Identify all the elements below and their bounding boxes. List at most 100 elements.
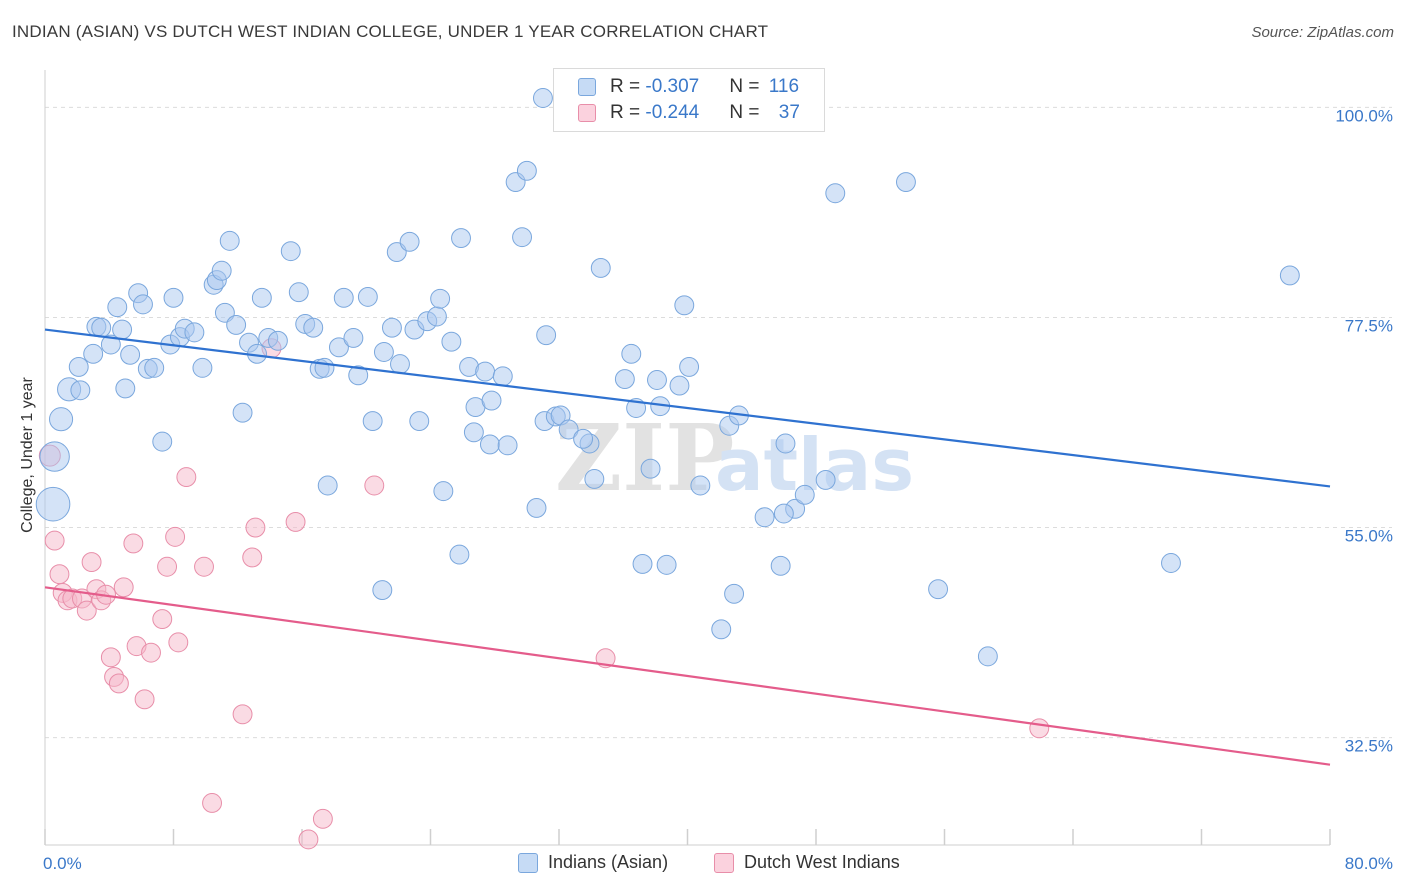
data-point: [232, 402, 253, 423]
data-point: [430, 288, 451, 309]
data-point: [303, 317, 324, 338]
data-point: [794, 484, 815, 505]
data-point: [163, 287, 184, 308]
data-point: [328, 337, 349, 358]
data-point: [115, 378, 136, 399]
data-point: [754, 507, 775, 528]
data-point: [133, 294, 153, 315]
data-point: [724, 583, 745, 604]
data-point: [107, 297, 128, 318]
correlation-legend: R = -0.307 N = 116 R = -0.244 N = 37: [553, 68, 825, 132]
legend-swatch-dutch: [714, 852, 734, 873]
legend-item-indians[interactable]: Indians (Asian): [518, 852, 668, 873]
legend-n-value: 37: [778, 102, 800, 123]
chart-source: Source: ZipAtlas.com: [1251, 24, 1394, 41]
data-point: [825, 183, 846, 204]
data-point: [211, 260, 232, 281]
data-point: [492, 366, 513, 387]
x-tick-label: 0.0%: [43, 854, 82, 873]
data-point: [399, 231, 420, 252]
data-point: [1029, 718, 1050, 739]
data-point: [192, 357, 213, 378]
data-point: [108, 673, 129, 694]
data-point: [451, 228, 471, 249]
data-point: [977, 646, 998, 667]
data-point: [647, 370, 667, 390]
data-point: [83, 343, 104, 364]
legend-item-dutch[interactable]: Dutch West Indians: [714, 852, 900, 873]
data-point: [202, 793, 223, 813]
data-point: [390, 354, 410, 375]
data-point: [242, 547, 263, 568]
watermark-atlas: atlas: [715, 423, 914, 507]
legend-r-label: R =: [610, 76, 646, 97]
chart-title: INDIAN (ASIAN) VS DUTCH WEST INDIAN COLL…: [12, 22, 769, 41]
data-point: [333, 287, 354, 308]
data-point: [49, 407, 74, 432]
legend-n-value: 116: [768, 76, 800, 97]
watermark-zip: ZIP: [555, 404, 734, 512]
data-point: [536, 325, 557, 346]
data-point: [267, 330, 288, 351]
data-point: [49, 564, 70, 585]
data-point: [100, 334, 121, 355]
data-point: [120, 344, 141, 365]
data-point: [68, 356, 89, 377]
data-point: [669, 375, 690, 396]
data-point: [690, 475, 711, 496]
data-point: [280, 241, 301, 262]
data-point: [176, 467, 197, 488]
data-point: [679, 356, 700, 377]
data-point: [134, 689, 155, 710]
data-point: [76, 600, 97, 621]
data-point: [449, 544, 470, 565]
data-point: [39, 441, 70, 472]
legend-n-label: N =: [729, 76, 765, 97]
trend-line-dutch: [44, 586, 1331, 766]
data-point: [382, 317, 402, 338]
data-point: [144, 357, 165, 378]
legend-row-indians: R = -0.307 N = 116: [578, 75, 799, 99]
data-point: [614, 369, 635, 390]
legend-swatch-pink: [578, 104, 596, 122]
data-point: [285, 511, 306, 532]
legend-swatch-blue: [578, 78, 596, 96]
data-point: [251, 287, 272, 308]
data-point: [100, 647, 121, 668]
data-point: [584, 469, 605, 489]
data-point: [91, 317, 112, 338]
trend-lines: [44, 328, 1331, 766]
data-point: [364, 475, 385, 496]
data-point: [481, 390, 502, 411]
series-indians-asian: [35, 88, 1300, 667]
data-point: [475, 361, 496, 382]
data-point: [35, 486, 71, 522]
data-point: [441, 331, 462, 352]
data-point: [433, 481, 454, 502]
data-point: [113, 577, 134, 598]
trend-line-indians: [44, 328, 1331, 488]
data-point: [288, 282, 309, 303]
legend-row-dutch: R = -0.244 N = 37: [578, 101, 800, 125]
data-point: [516, 160, 537, 181]
data-point: [226, 314, 247, 335]
legend-r-value: -0.307: [645, 76, 700, 97]
data-point: [317, 475, 338, 496]
y-tick-label: 77.5%: [1345, 316, 1393, 335]
y-tick-label: 55.0%: [1345, 527, 1393, 546]
legend-label-indians: Indians (Asian): [548, 852, 669, 872]
data-point: [497, 435, 518, 456]
data-point: [194, 556, 214, 577]
data-point: [81, 552, 102, 573]
legend-n-label: N =: [729, 102, 765, 123]
data-point: [775, 433, 796, 454]
tick-labels: 32.5% 55.0% 77.5% 100.0% 0.0% 80.0%: [43, 106, 1393, 873]
data-point: [479, 434, 500, 455]
data-point: [640, 458, 661, 479]
data-point: [123, 533, 144, 554]
data-point: [1161, 553, 1181, 573]
y-tick-label: 100.0%: [1335, 106, 1393, 125]
data-point: [70, 380, 91, 401]
legend-r-value: -0.244: [645, 102, 700, 123]
y-tick-label: 32.5%: [1345, 737, 1393, 756]
